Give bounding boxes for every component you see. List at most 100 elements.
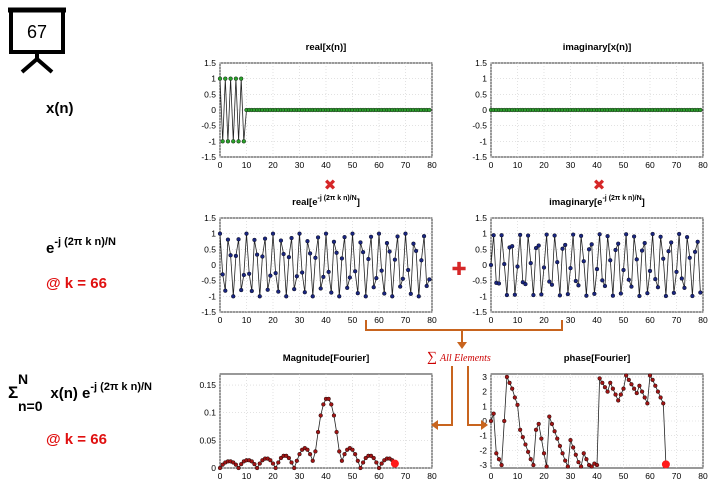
data-point [427, 277, 432, 282]
data-point [584, 457, 589, 462]
x-tick-label: 10 [242, 160, 252, 170]
data-point [560, 246, 565, 251]
x-tick-label: 10 [513, 471, 523, 481]
data-point [594, 266, 600, 272]
y-tick-label: 3 [482, 372, 487, 382]
y-tick-label: -2 [479, 445, 487, 455]
data-point [687, 255, 692, 260]
data-point [499, 462, 504, 468]
data-point [297, 452, 302, 457]
data-point [510, 386, 515, 391]
data-point [262, 236, 268, 241]
data-point [647, 268, 653, 274]
y-tick-label: 1 [211, 229, 216, 239]
data-point [313, 449, 318, 454]
data-point [302, 290, 307, 295]
data-point [260, 254, 265, 259]
data-point [645, 401, 650, 406]
data-point [608, 258, 613, 263]
data-point [239, 462, 244, 467]
x-tick-label: 0 [218, 471, 223, 481]
data-point [406, 267, 411, 273]
y-tick-label: 0.5 [204, 244, 216, 254]
data-point [610, 293, 615, 298]
x-tick-label: 20 [539, 471, 549, 481]
data-point [300, 270, 305, 275]
data-point [358, 465, 363, 471]
data-point [239, 287, 244, 293]
data-point [602, 283, 608, 289]
sum-upper: N [18, 371, 29, 387]
data-point [557, 293, 562, 298]
data-point [408, 291, 413, 296]
data-point [376, 465, 382, 471]
data-point [329, 290, 334, 295]
data-point [345, 285, 350, 290]
data-point [655, 389, 661, 394]
data-point [642, 395, 647, 400]
data-point [236, 237, 241, 242]
data-point [488, 262, 494, 268]
data-point [634, 257, 639, 262]
slide-number: 67 [27, 22, 47, 42]
data-point [308, 251, 313, 256]
data-point [512, 395, 517, 400]
data-point [589, 242, 594, 247]
data-point [631, 234, 637, 239]
x-tick-label: 0 [489, 160, 494, 170]
x-tick-label: 80 [427, 160, 437, 170]
x-tick-label: 30 [566, 160, 576, 170]
data-point [515, 264, 520, 269]
data-point [249, 288, 254, 294]
data-point [241, 139, 246, 144]
y-tick-label: -1.5 [201, 152, 216, 162]
x-tick-label: 10 [242, 471, 252, 481]
y-tick-label: 0 [211, 260, 216, 270]
data-point [552, 429, 557, 434]
data-point [563, 458, 568, 463]
chart-title-end: ] [642, 197, 645, 208]
y-tick-label: 0 [211, 463, 216, 473]
data-point [390, 294, 395, 299]
data-point [292, 465, 297, 471]
data-point [568, 266, 573, 271]
data-point [571, 445, 576, 450]
data-point [217, 76, 223, 81]
data-point [217, 465, 223, 471]
data-point [510, 244, 515, 249]
x-tick-label: 0 [218, 315, 223, 325]
data-point [616, 241, 621, 246]
data-point [531, 462, 536, 468]
data-point [236, 465, 241, 471]
data-point [518, 232, 523, 238]
data-point [337, 449, 342, 454]
y-tick-label: 0.5 [475, 244, 487, 254]
add-icon: ✚ [451, 259, 466, 279]
x-tick-label: 20 [268, 471, 278, 481]
data-point [634, 390, 639, 396]
data-point [674, 269, 679, 274]
data-point [321, 402, 326, 407]
data-point [499, 233, 504, 238]
data-point [488, 418, 494, 424]
sum-sigma: Σ [8, 383, 19, 402]
data-point [353, 269, 358, 274]
xn-label: x(n) [46, 100, 74, 117]
data-point [573, 278, 578, 284]
data-point [421, 234, 427, 239]
data-point [427, 107, 432, 113]
chart-title-end: ] [357, 197, 360, 208]
data-point [544, 464, 549, 469]
y-tick-label: 0 [482, 260, 487, 270]
data-point [663, 293, 668, 299]
y-tick-label: -1.5 [472, 152, 487, 162]
y-tick-label: -1 [208, 291, 216, 301]
data-point [308, 452, 313, 457]
y-tick-label: 1.5 [475, 213, 487, 223]
x-tick-label: 60 [645, 160, 655, 170]
x-tick-label: 40 [592, 160, 602, 170]
data-point [494, 451, 499, 456]
data-point [624, 373, 629, 378]
data-point [289, 460, 294, 465]
data-point [318, 413, 323, 418]
